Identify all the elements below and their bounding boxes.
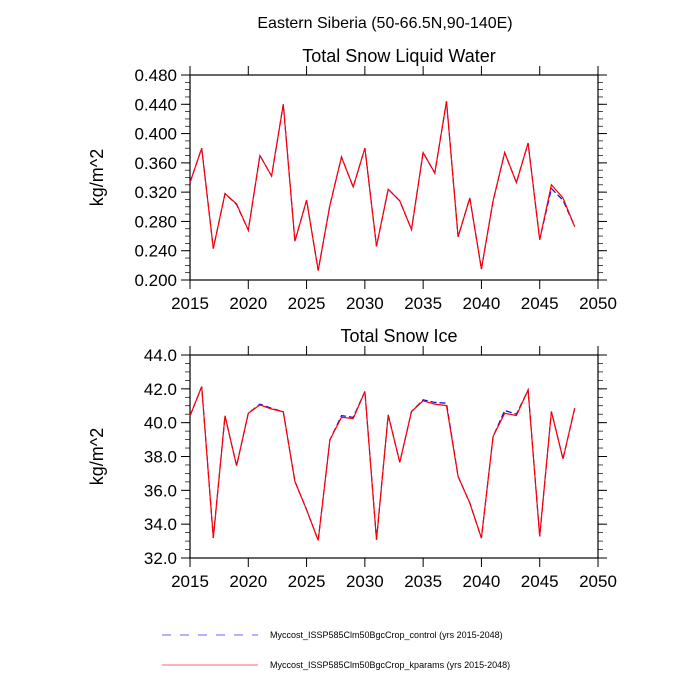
x-tick-label: 2040	[463, 572, 501, 591]
legend-label-control: Myccost_ISSP585Clm50BgcCrop_control (yrs…	[270, 630, 503, 640]
x-tick-label: 2035	[404, 294, 442, 313]
x-tick-label: 2035	[404, 572, 442, 591]
x-tick-label: 2030	[346, 572, 384, 591]
chart-title: Total Snow Liquid Water	[302, 46, 495, 66]
x-tick-label: 2045	[521, 572, 559, 591]
y-tick-label: 40.0	[144, 414, 177, 433]
series-line-control	[189, 101, 576, 271]
x-tick-label: 2050	[579, 572, 617, 591]
y-tick-label: 32.0	[144, 549, 177, 568]
y-tick-label: 0.240	[134, 242, 177, 261]
x-tick-label: 2020	[229, 572, 267, 591]
y-tick-label: 0.200	[134, 271, 177, 290]
plot-frame	[189, 74, 599, 281]
legend-label-kparams: Myccost_ISSP585Clm50BgcCrop_kparams (yrs…	[270, 660, 510, 670]
y-tick-label: 42.0	[144, 380, 177, 399]
y-tick-label: 34.0	[144, 515, 177, 534]
y-tick-label: 0.280	[134, 212, 177, 231]
series-line-kparams	[189, 386, 576, 541]
panel-snow-ice: Total Snow Ice kg/m^2 32.0 34.0 36.0 38.0 40.0…	[87, 326, 617, 591]
y-tick-label: 0.480	[134, 66, 177, 85]
y-tick-label: 0.320	[134, 183, 177, 202]
x-tick-label: 2045	[521, 294, 559, 313]
x-tick-label: 2025	[288, 572, 326, 591]
y-tick-label: 38.0	[144, 448, 177, 467]
chart-title: Total Snow Ice	[340, 326, 457, 346]
series-line-control	[189, 386, 576, 541]
x-tick-label: 2015	[171, 572, 209, 591]
legend: Myccost_ISSP585Clm50BgcCrop_control (yrs…	[162, 630, 510, 670]
y-tick-label: 36.0	[144, 481, 177, 500]
x-tick-label: 2020	[229, 294, 267, 313]
y-tick-label: 0.400	[134, 125, 177, 144]
panel-snow-liquid-water: Total Snow Liquid Water kg/m^2 0.200 0.240 0…	[87, 46, 617, 313]
y-axis-label: kg/m^2	[87, 428, 107, 485]
y-tick-label: 0.440	[134, 95, 177, 114]
y-tick-label: 44.0	[144, 346, 177, 365]
x-tick-label: 2040	[463, 294, 501, 313]
plot-frame	[189, 354, 599, 559]
x-tick-label: 2050	[579, 294, 617, 313]
figure-title: Eastern Siberia (50-66.5N,90-140E)	[257, 15, 512, 32]
x-tick-label: 2025	[288, 294, 326, 313]
x-tick-label: 2030	[346, 294, 384, 313]
x-tick-label: 2015	[171, 294, 209, 313]
y-axis-label: kg/m^2	[87, 149, 107, 206]
series-line-kparams	[189, 101, 576, 271]
y-tick-label: 0.360	[134, 154, 177, 173]
